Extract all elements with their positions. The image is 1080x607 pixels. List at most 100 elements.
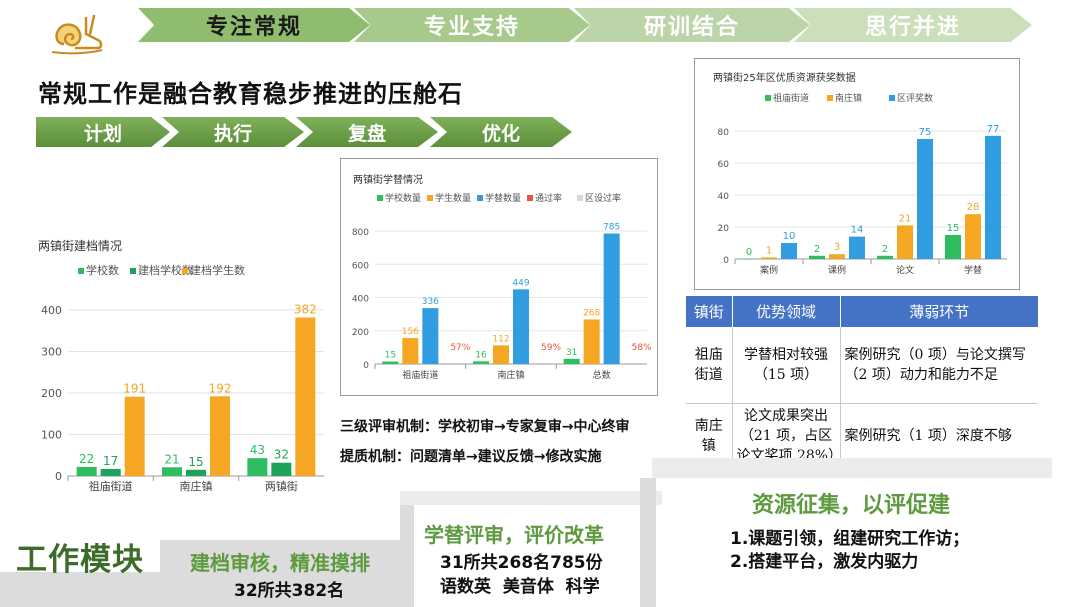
y-tick-label: 0 (363, 361, 369, 371)
x-tick-label: 课例 (828, 264, 846, 276)
module-3-text-1: 1.课题引领，组建研究工作访； (730, 529, 970, 549)
x-tick-label: 两镇街 (265, 479, 298, 493)
legend-swatch (78, 268, 84, 274)
x-tick-label: 学替 (964, 264, 982, 276)
data-label: 382 (294, 302, 317, 316)
rate-label: 58% (632, 343, 652, 353)
table-cell-advantage: 学替相对较强（15 项） (732, 327, 841, 404)
data-label: 32 (274, 448, 289, 462)
substep-optimize: 优化 (430, 117, 572, 147)
x-tick-label: 总数 (593, 369, 611, 381)
substep-plan: 计划 (36, 117, 170, 147)
y-tick-label: 200 (41, 387, 62, 400)
bar (985, 135, 1001, 259)
bar (965, 214, 981, 259)
substep-review: 复盘 (296, 117, 438, 147)
legend-label: 祖庙街道 (773, 92, 809, 104)
legend-label: 学校数 (86, 263, 119, 277)
page-title: 常规工作是融合教育稳步推进的压舱石 (38, 80, 463, 108)
data-label: 75 (919, 127, 932, 138)
data-label: 28 (967, 202, 980, 213)
table-header-advantage: 优势领域 (732, 296, 841, 327)
snail-logo-icon (51, 14, 103, 55)
y-tick-label: 40 (718, 192, 730, 202)
legend-label: 建档学生数 (190, 263, 245, 277)
data-label: 785 (603, 222, 620, 232)
modules-title: 工作模块 (16, 542, 144, 578)
y-tick-label: 100 (41, 429, 62, 442)
y-tick-label: 0 (723, 256, 729, 266)
bar (382, 361, 399, 364)
stair-step-3 (400, 491, 662, 505)
data-label: 14 (851, 225, 864, 236)
data-label: 15 (385, 351, 396, 361)
step-chevron-1: 专注常规 (138, 8, 370, 42)
bar (124, 396, 145, 476)
data-label: 16 (475, 350, 487, 360)
table-header-weakness: 薄弱环节 (840, 296, 1038, 327)
y-tick-label: 20 (718, 224, 730, 234)
legend-swatch (527, 195, 533, 201)
bar (402, 338, 419, 364)
data-label: 0 (746, 247, 752, 258)
data-label: 191 (123, 382, 146, 396)
data-label: 336 (422, 297, 439, 307)
bar (247, 458, 268, 476)
y-tick-label: 400 (352, 295, 369, 305)
bar (945, 235, 961, 259)
bar (210, 396, 230, 476)
y-tick-label: 60 (718, 160, 730, 170)
data-label: 17 (103, 454, 118, 468)
legend-swatch (889, 95, 895, 101)
legend-swatch (577, 195, 583, 201)
stair-step-4-side (640, 478, 656, 607)
module-3-text-2: 2.搭建平台，激发内驱力 (730, 552, 919, 572)
chart-title: 两镇街25年区优质资源获奖数据 (713, 71, 856, 84)
data-label: 15 (947, 223, 960, 234)
data-label: 31 (566, 348, 577, 358)
rate-label: 57% (450, 343, 470, 353)
comparison-table: 镇街 优势领域 薄弱环节 祖庙街道 学替相对较强（15 项） 案例研究（0 项）… (686, 296, 1038, 470)
bar (76, 466, 97, 476)
legend-swatch (827, 95, 833, 101)
legend-swatch (477, 195, 483, 201)
y-tick-label: 600 (352, 261, 369, 271)
data-label: 10 (783, 231, 796, 242)
substep-execute: 执行 (162, 117, 304, 147)
bar (829, 254, 845, 259)
module-3-title: 资源征集，以评促建 (752, 493, 951, 518)
bar (849, 236, 865, 259)
legend-swatch (130, 268, 136, 274)
bar (563, 358, 580, 364)
bar (295, 317, 316, 476)
data-label: 449 (512, 278, 529, 288)
stair-step-2 (160, 540, 410, 607)
legend-swatch (427, 195, 433, 201)
bar (162, 467, 182, 476)
data-label: 192 (209, 381, 232, 395)
chart-title: 两镇街学替情况 (353, 173, 423, 186)
chart-awards: 两镇街25年区优质资源获奖数据 祖庙街道 南庄镇 区评奖数 0 20 40 60 80 案例 0 1 1… (694, 58, 1020, 290)
bar (877, 255, 893, 259)
chart-substitute: 两镇街学替情况 学校数量 学生数量 学替数量 通过率 区设过率 0 200 400 600 800 祖… (340, 158, 658, 396)
bar (603, 233, 620, 364)
table-row: 祖庙街道 学替相对较强（15 项） 案例研究（0 项）与论文撰写（2 项）动力和… (686, 327, 1038, 404)
step-chevron-2: 专业支持 (354, 8, 590, 42)
data-label: 22 (79, 452, 94, 466)
bar (741, 259, 757, 260)
module-1-title: 建档审核，精准摸排 (190, 551, 370, 575)
table-header-town: 镇街 (686, 296, 733, 327)
data-label: 268 (583, 308, 600, 318)
data-label: 43 (250, 443, 265, 457)
data-label: 112 (492, 334, 509, 344)
bar (186, 469, 206, 476)
legend-swatch (377, 195, 383, 201)
data-label: 156 (402, 327, 419, 337)
bar (473, 361, 489, 364)
y-tick-label: 80 (718, 128, 730, 138)
module-2-title: 学替评审，评价改革 (424, 523, 604, 547)
data-label: 15 (188, 455, 203, 469)
data-label: 21 (899, 213, 912, 224)
